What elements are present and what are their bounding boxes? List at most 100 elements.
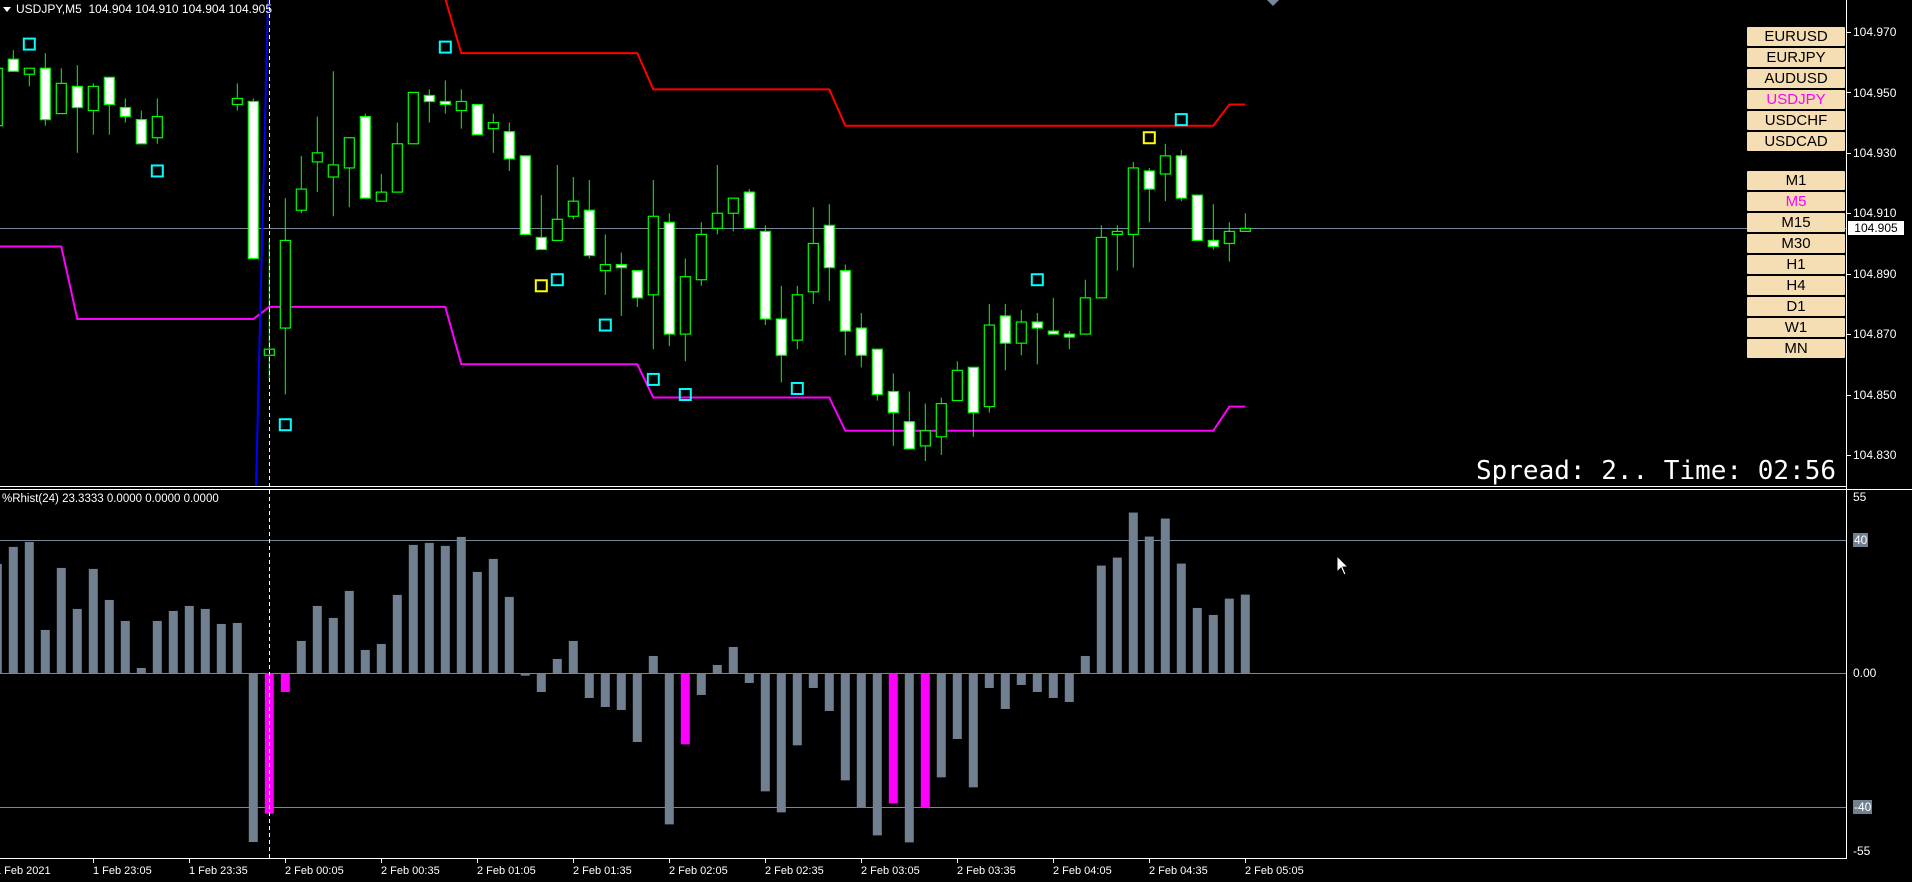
candle <box>1015 309 1027 356</box>
timeframe-button-m15[interactable]: M15 <box>1747 213 1845 232</box>
candle <box>567 177 579 220</box>
signal-marker-cyan <box>678 388 692 402</box>
bear-candle-body <box>1207 239 1219 248</box>
candle <box>503 122 515 171</box>
bear-candle-body <box>967 366 979 414</box>
price-label: 104.930 <box>1853 146 1897 160</box>
histogram-bar <box>536 673 546 692</box>
candle <box>647 180 659 350</box>
histogram-signal-bar <box>920 673 930 808</box>
signal-marker-cyan <box>1174 113 1188 127</box>
timeframe-button-m5[interactable]: M5 <box>1747 192 1845 211</box>
candle <box>1079 279 1091 335</box>
candle <box>359 113 371 199</box>
time-label: 1 Feb 2021 <box>0 865 51 877</box>
timeframe-button-h1[interactable]: H1 <box>1747 255 1845 274</box>
histogram-bar <box>184 605 194 674</box>
symbol-button-eurjpy[interactable]: EURJPY <box>1747 48 1845 67</box>
signal-marker-cyan <box>598 318 612 332</box>
candle <box>839 264 851 356</box>
histogram-bar <box>40 629 50 674</box>
timeframe-button-h4[interactable]: H4 <box>1747 276 1845 295</box>
bull-candle-body <box>1239 227 1251 232</box>
histogram-bar <box>408 544 418 674</box>
histogram-bar <box>1176 563 1186 674</box>
symbol-button-usdcad[interactable]: USDCAD <box>1747 132 1845 151</box>
price-label: 104.970 <box>1853 25 1897 39</box>
candle <box>887 373 899 446</box>
timeframe-button-m30[interactable]: M30 <box>1747 234 1845 253</box>
timeframe-button-mn[interactable]: MN <box>1747 339 1845 358</box>
bear-candle-body <box>423 94 435 103</box>
time-label: 1 Feb 23:35 <box>189 865 248 877</box>
symbol-button-usdchf[interactable]: USDCHF <box>1747 111 1845 130</box>
timeframe-button-m1[interactable]: M1 <box>1747 171 1845 190</box>
histogram-bar <box>856 673 866 808</box>
bull-candle-body <box>23 67 35 75</box>
signal-marker-cyan <box>646 372 660 386</box>
histogram-bar <box>728 646 738 674</box>
bear-candle-body <box>903 421 915 450</box>
bull-candle-body <box>807 242 819 293</box>
histogram-bar <box>328 617 338 674</box>
bear-candle-body <box>743 191 755 229</box>
trendline[interactable] <box>255 0 269 487</box>
candle <box>231 83 243 111</box>
histogram-bar <box>1224 598 1234 674</box>
bull-candle-body <box>711 212 723 229</box>
price-panel <box>0 0 1846 461</box>
bear-candle-body <box>759 230 771 320</box>
bear-candle-body <box>7 58 19 72</box>
bear-candle-body <box>775 318 787 356</box>
bear-candle-body <box>503 131 515 160</box>
histogram-bar <box>744 673 754 683</box>
timeframe-button-w1[interactable]: W1 <box>1747 318 1845 337</box>
candle <box>1207 204 1219 250</box>
bull-candle-body <box>919 430 931 447</box>
bear-candle-body <box>119 106 131 118</box>
bull-candle-body <box>727 197 739 214</box>
candle <box>823 204 835 301</box>
time-label: 2 Feb 00:05 <box>285 865 344 877</box>
bear-candle-body <box>615 264 627 269</box>
histogram-bar <box>136 667 146 674</box>
candle <box>1159 143 1171 202</box>
candle <box>951 361 963 402</box>
histogram-bar <box>8 546 18 674</box>
histogram-bar <box>1016 673 1026 685</box>
bear-candle-body <box>1031 321 1043 329</box>
histogram-bar <box>520 673 530 676</box>
time-label: 2 Feb 03:05 <box>861 865 920 877</box>
histogram-bar <box>424 542 434 674</box>
candle <box>455 89 467 129</box>
candle <box>1175 149 1187 202</box>
bull-candle-body <box>279 239 291 329</box>
bull-candle-body <box>295 188 307 211</box>
chart-shift-marker[interactable] <box>1267 0 1279 6</box>
candle <box>743 189 755 229</box>
symbol-button-usdjpy[interactable]: USDJPY <box>1747 90 1845 109</box>
histogram-bar <box>56 567 66 674</box>
dropdown-triangle-icon[interactable] <box>3 7 11 13</box>
bull-candle-body <box>983 324 995 408</box>
bear-candle-body <box>855 327 867 356</box>
symbol-button-audusd[interactable]: AUDUSD <box>1747 69 1845 88</box>
histogram-bar <box>968 673 978 788</box>
candle <box>39 53 51 126</box>
timeframe-button-d1[interactable]: D1 <box>1747 297 1845 316</box>
symbol-button-eurusd[interactable]: EURUSD <box>1747 27 1845 46</box>
candle <box>375 173 387 202</box>
histogram-bar <box>1080 655 1090 674</box>
signal-marker-cyan <box>150 164 164 178</box>
spread-time-readout: Spread: 2.. Time: 02:56 <box>1475 456 1836 486</box>
candle <box>1191 194 1203 242</box>
histogram-bar <box>696 673 706 695</box>
indicator-axis-label: -55 <box>1853 844 1871 858</box>
bull-candle-body <box>599 264 611 272</box>
indicator-level-label: 0.00 <box>1853 666 1877 680</box>
candle <box>343 137 355 208</box>
price-label: 104.830 <box>1853 448 1897 462</box>
histogram-bar <box>1208 614 1218 674</box>
candle <box>407 91 419 145</box>
